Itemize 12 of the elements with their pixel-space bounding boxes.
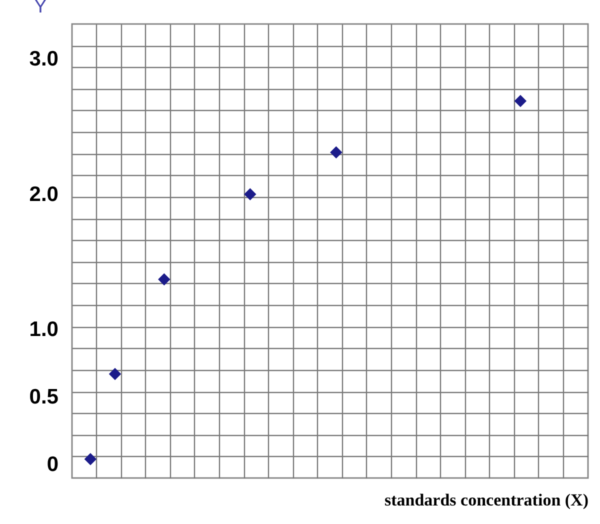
y-tick-label: 2.0 <box>29 182 58 206</box>
y-tick-label: 3.0 <box>29 48 58 71</box>
y-tick-label: 0 <box>46 452 58 476</box>
point <box>244 188 256 200</box>
point <box>158 273 170 286</box>
y-tick-label: 1.0 <box>29 318 58 341</box>
point <box>84 452 97 466</box>
point <box>330 146 342 158</box>
point <box>108 368 122 380</box>
x-axis-title: standards concentration (X) <box>384 490 588 510</box>
y-tick-label: 0.5 <box>29 385 59 408</box>
point <box>514 94 527 108</box>
